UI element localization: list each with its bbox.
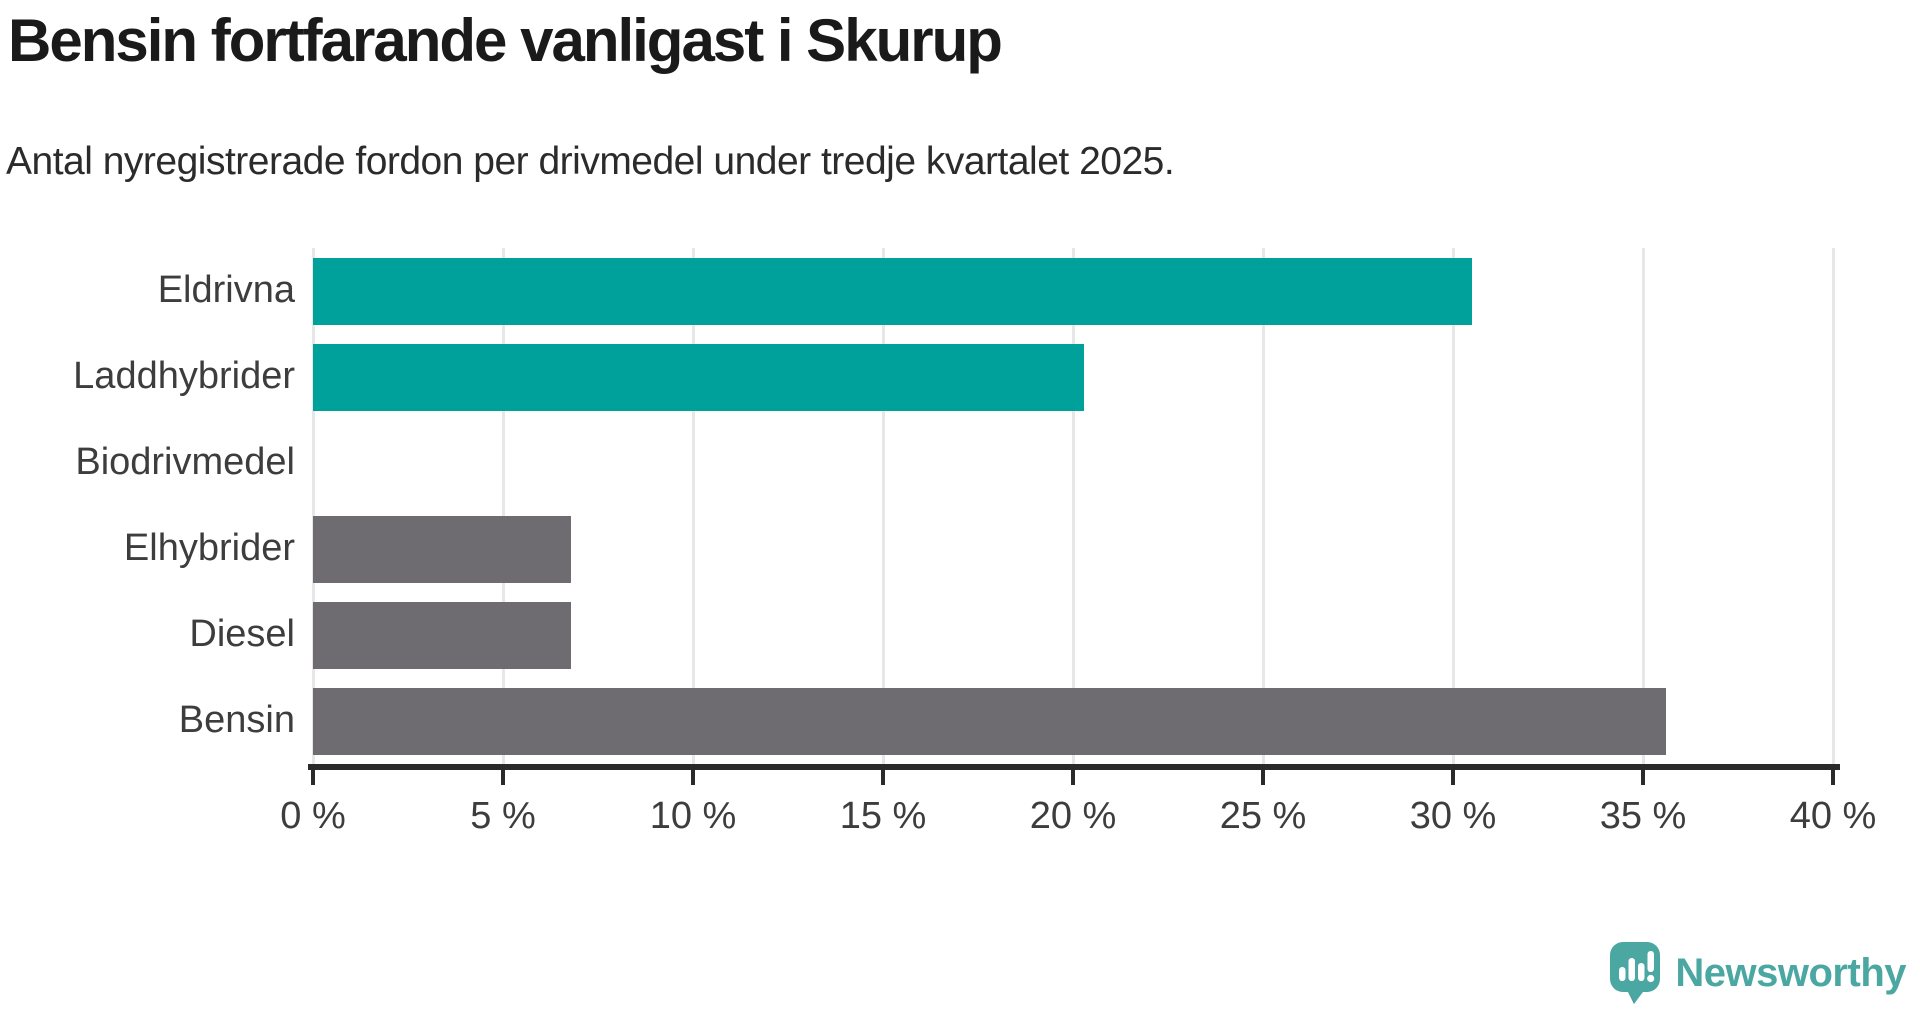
newsworthy-logo-icon bbox=[1609, 942, 1661, 1004]
bar-bensin bbox=[313, 688, 1666, 755]
bar-elhybrider bbox=[313, 516, 572, 583]
bar-eldrivna bbox=[313, 258, 1472, 325]
category-label: Elhybrider bbox=[123, 527, 295, 569]
gridline bbox=[1642, 248, 1645, 764]
x-tick-label: 5 % bbox=[470, 795, 536, 837]
category-label: Bensin bbox=[178, 699, 295, 741]
plot-area bbox=[312, 248, 1835, 764]
gridline bbox=[692, 248, 695, 764]
bar-laddhybrider bbox=[313, 344, 1085, 411]
chart-title: Bensin fortfarande vanligast i Skurup bbox=[8, 7, 1003, 74]
gridline bbox=[882, 248, 885, 764]
category-label: Laddhybrider bbox=[73, 355, 295, 397]
x-tick-label: 0 % bbox=[280, 795, 346, 837]
x-tick-label: 30 % bbox=[1409, 795, 1497, 837]
x-axis-tick bbox=[501, 770, 505, 785]
gridline bbox=[502, 248, 505, 764]
category-label: Biodrivmedel bbox=[75, 441, 295, 483]
gridline bbox=[312, 248, 315, 764]
gridline bbox=[1832, 248, 1835, 764]
x-axis-tick bbox=[1641, 770, 1645, 785]
bar-diesel bbox=[313, 602, 572, 669]
gridline bbox=[1452, 248, 1455, 764]
x-tick-label: 35 % bbox=[1599, 795, 1687, 837]
x-tick-label: 15 % bbox=[839, 795, 927, 837]
x-axis-tick bbox=[881, 770, 885, 785]
x-axis-line bbox=[308, 764, 1840, 770]
brand-footer: Newsworthy bbox=[1609, 942, 1906, 1004]
x-tick-label: 25 % bbox=[1219, 795, 1307, 837]
x-axis-tick bbox=[311, 770, 315, 785]
x-axis-tick bbox=[691, 770, 695, 785]
x-axis-tick bbox=[1261, 770, 1265, 785]
x-tick-label: 40 % bbox=[1789, 795, 1877, 837]
gridline bbox=[1072, 248, 1075, 764]
chart-subtitle: Antal nyregistrerade fordon per drivmede… bbox=[6, 140, 1175, 183]
x-tick-label: 20 % bbox=[1029, 795, 1117, 837]
category-label: Diesel bbox=[189, 613, 295, 655]
brand-name: Newsworthy bbox=[1675, 950, 1906, 995]
x-axis-tick bbox=[1831, 770, 1835, 785]
x-axis-tick bbox=[1451, 770, 1455, 785]
category-label: Eldrivna bbox=[157, 269, 295, 311]
gridline bbox=[1262, 248, 1265, 764]
x-tick-label: 10 % bbox=[649, 795, 737, 837]
x-axis-tick bbox=[1071, 770, 1075, 785]
